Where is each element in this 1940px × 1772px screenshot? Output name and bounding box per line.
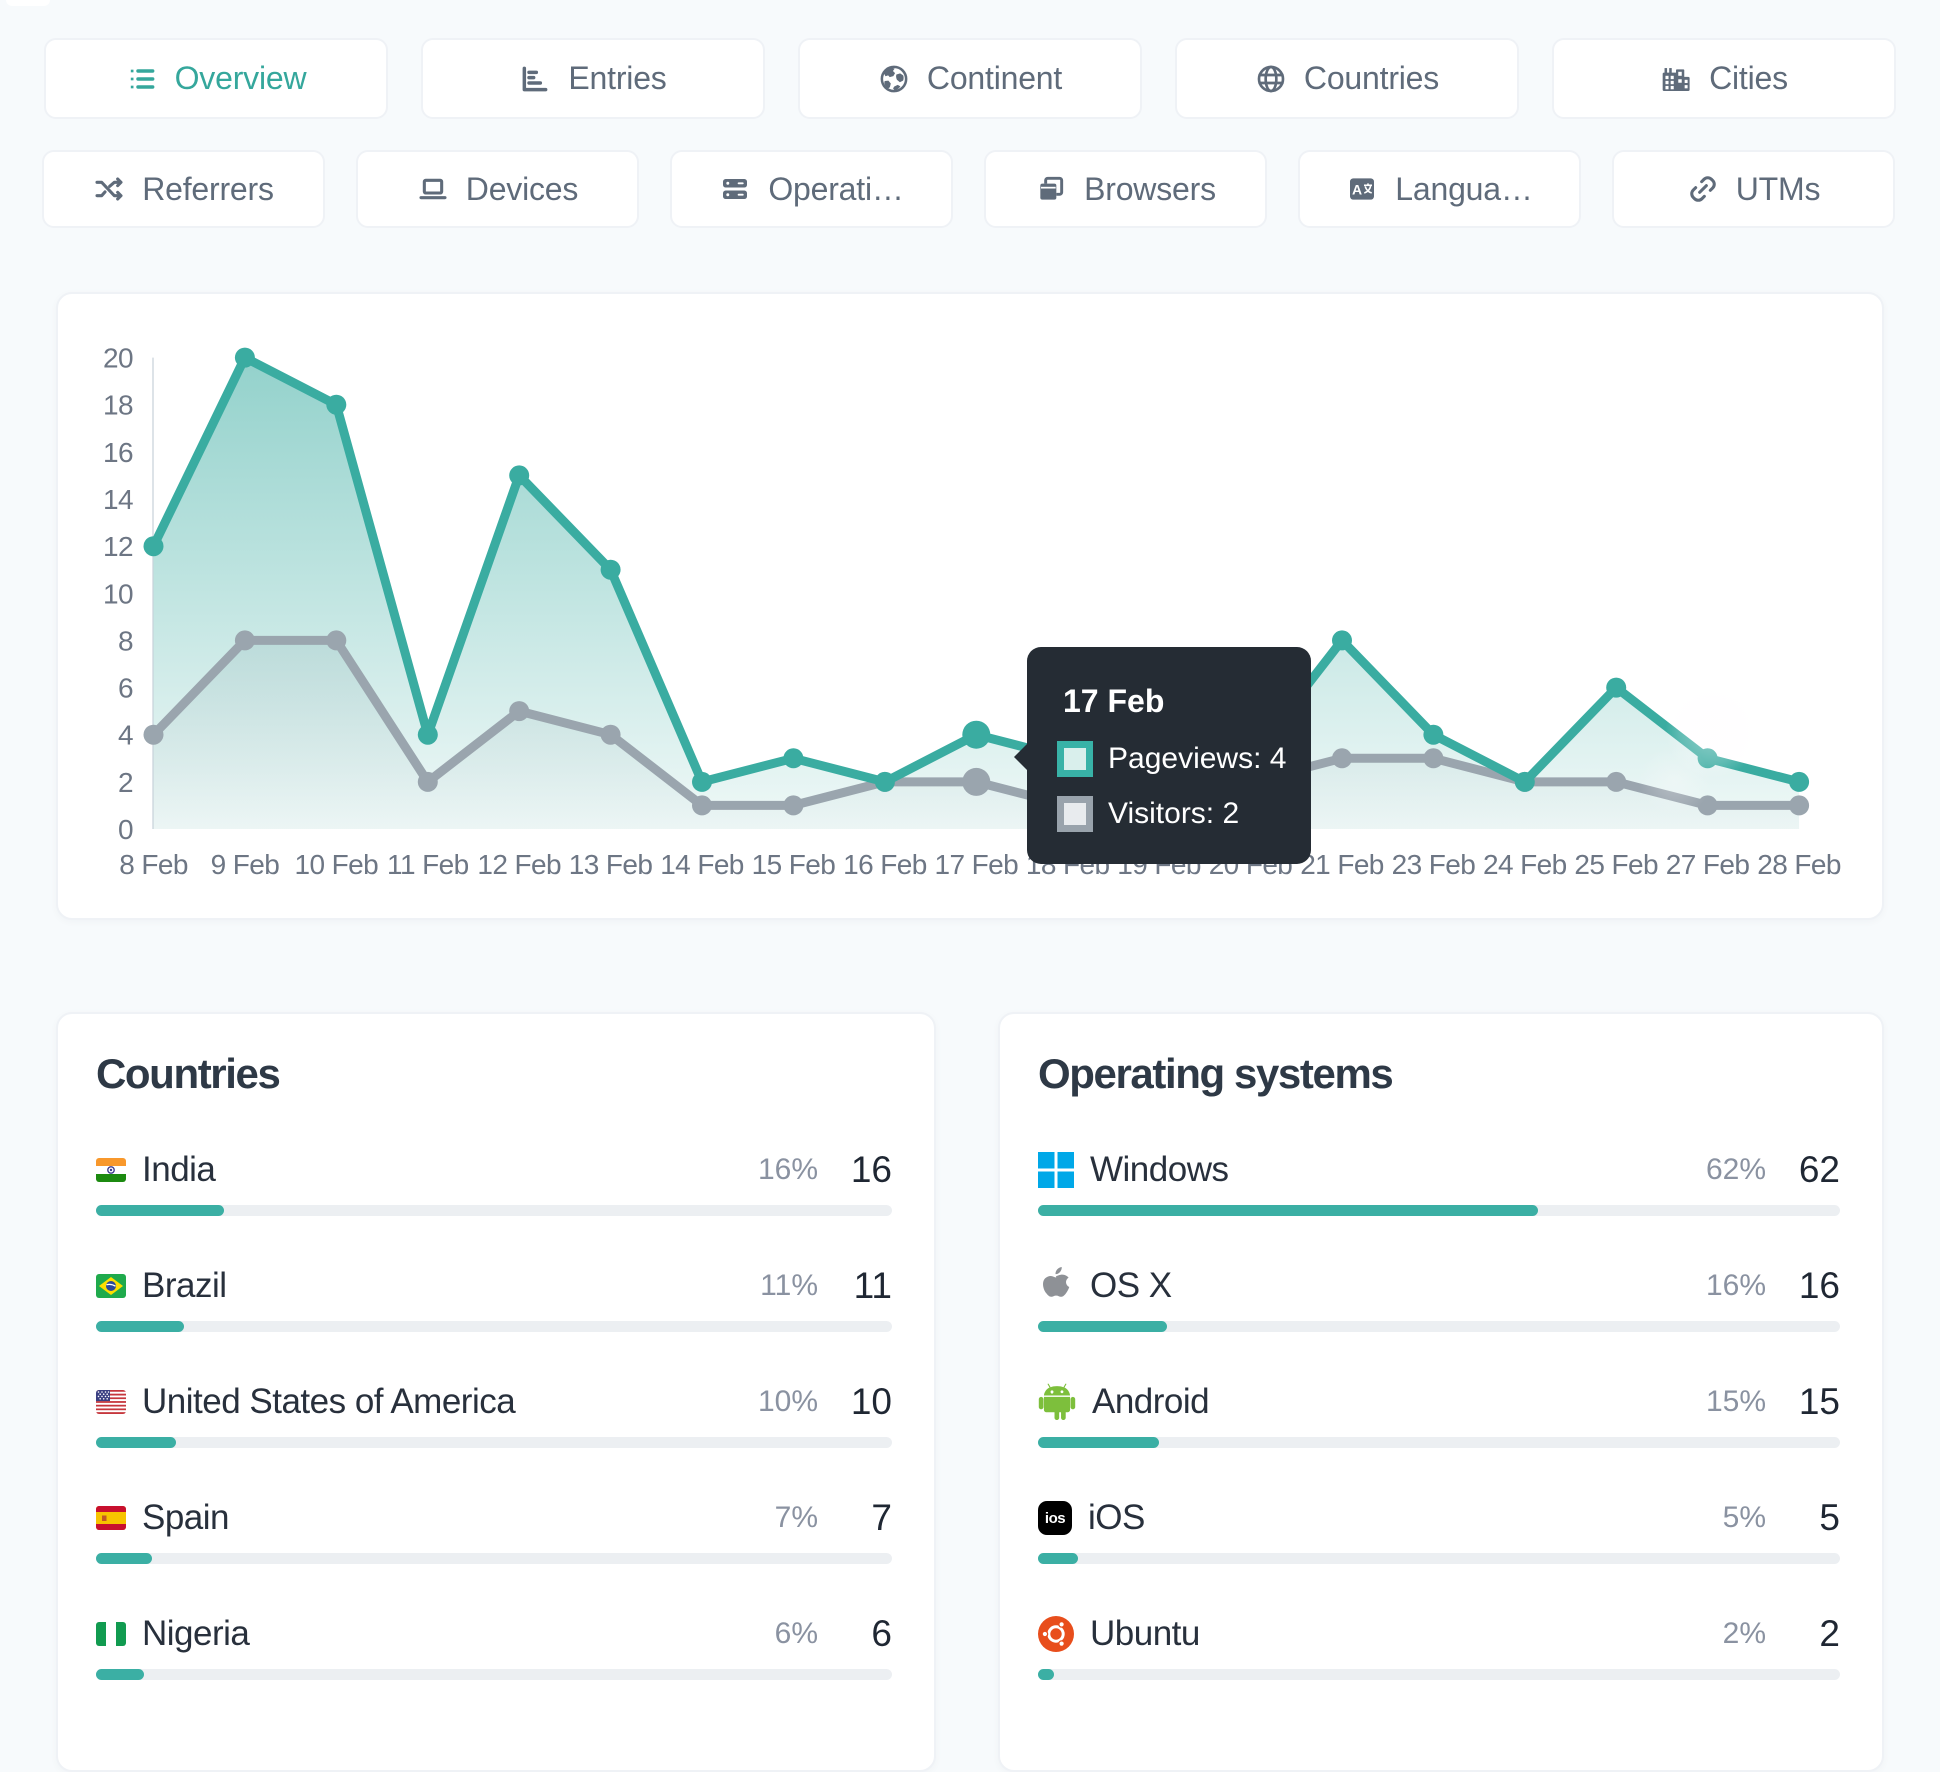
svg-text:10: 10 [103,578,133,609]
svg-text:20: 20 [103,343,133,374]
svg-text:18: 18 [103,390,133,421]
svg-text:12 Feb: 12 Feb [477,849,561,880]
svg-text:8: 8 [118,625,133,656]
svg-text:9 Feb: 9 Feb [211,849,280,880]
svg-text:23 Feb: 23 Feb [1392,849,1476,880]
svg-text:0: 0 [118,814,133,845]
svg-text:28 Feb: 28 Feb [1757,849,1841,880]
svg-text:14: 14 [103,484,133,515]
svg-text:12: 12 [103,531,133,562]
svg-text:13 Feb: 13 Feb [569,849,653,880]
svg-text:25 Feb: 25 Feb [1574,849,1658,880]
svg-text:21 Feb: 21 Feb [1300,849,1384,880]
svg-text:8 Feb: 8 Feb [119,849,188,880]
svg-text:14 Feb: 14 Feb [660,849,744,880]
svg-text:11 Feb: 11 Feb [387,849,469,880]
svg-text:17 Feb: 17 Feb [935,849,1019,880]
svg-text:A: A [1352,182,1362,198]
svg-text:16: 16 [103,437,133,468]
svg-text:4: 4 [118,720,133,751]
svg-text:24 Feb: 24 Feb [1483,849,1567,880]
svg-text:2: 2 [118,767,133,798]
svg-text:10 Feb: 10 Feb [295,849,379,880]
svg-text:27 Feb: 27 Feb [1666,849,1750,880]
svg-text:15 Feb: 15 Feb [752,849,836,880]
svg-text:6: 6 [118,673,133,704]
svg-text:16 Feb: 16 Feb [843,849,927,880]
